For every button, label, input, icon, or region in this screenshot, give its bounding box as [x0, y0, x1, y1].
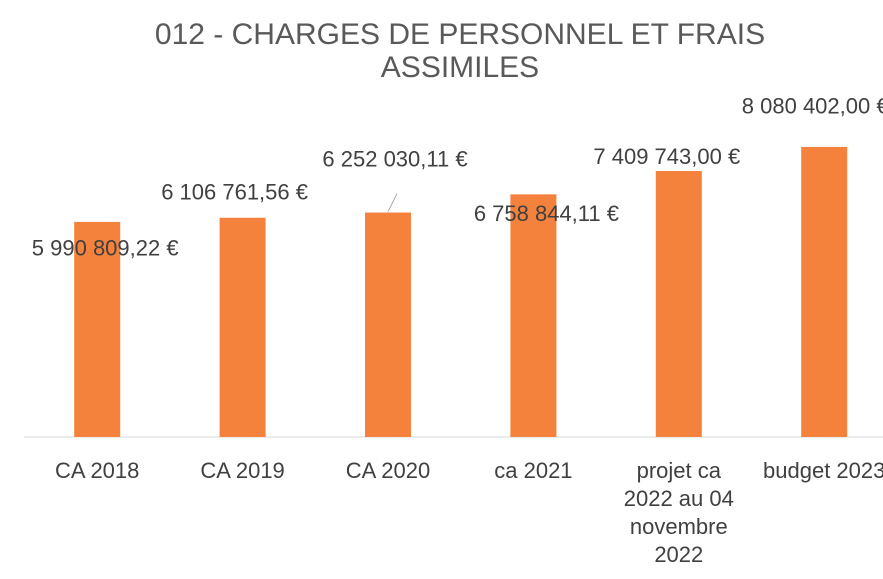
x-tick-label: CA 2019: [200, 458, 284, 483]
data-label: 8 080 402,00 €: [742, 94, 883, 119]
bar: [655, 170, 702, 437]
data-label: 6 758 844,11 €: [474, 201, 619, 226]
leader-line: [387, 193, 398, 212]
x-tick-label: CA 2018: [55, 458, 139, 483]
bar: [74, 221, 121, 437]
x-tick-label: budget 2023: [763, 458, 883, 483]
x-tick-label: ca 2021: [494, 458, 572, 483]
data-label: 6 106 761,56 €: [161, 180, 308, 205]
data-label: 7 409 743,00 €: [593, 144, 740, 169]
bar: [510, 194, 557, 437]
bar: [219, 217, 266, 437]
x-tick-label: projet ca 2022 au 04 novembre 2022: [624, 458, 734, 567]
data-label: 6 252 030,11 €: [322, 146, 467, 171]
x-tick-label: CA 2020: [346, 458, 430, 483]
bar: [365, 212, 411, 437]
data-label: 5 990 809,22 €: [32, 236, 179, 261]
chart-title: 012 - CHARGES DE PERSONNEL ET FRAIS ASSIM…: [155, 18, 765, 84]
bar: [801, 146, 848, 437]
